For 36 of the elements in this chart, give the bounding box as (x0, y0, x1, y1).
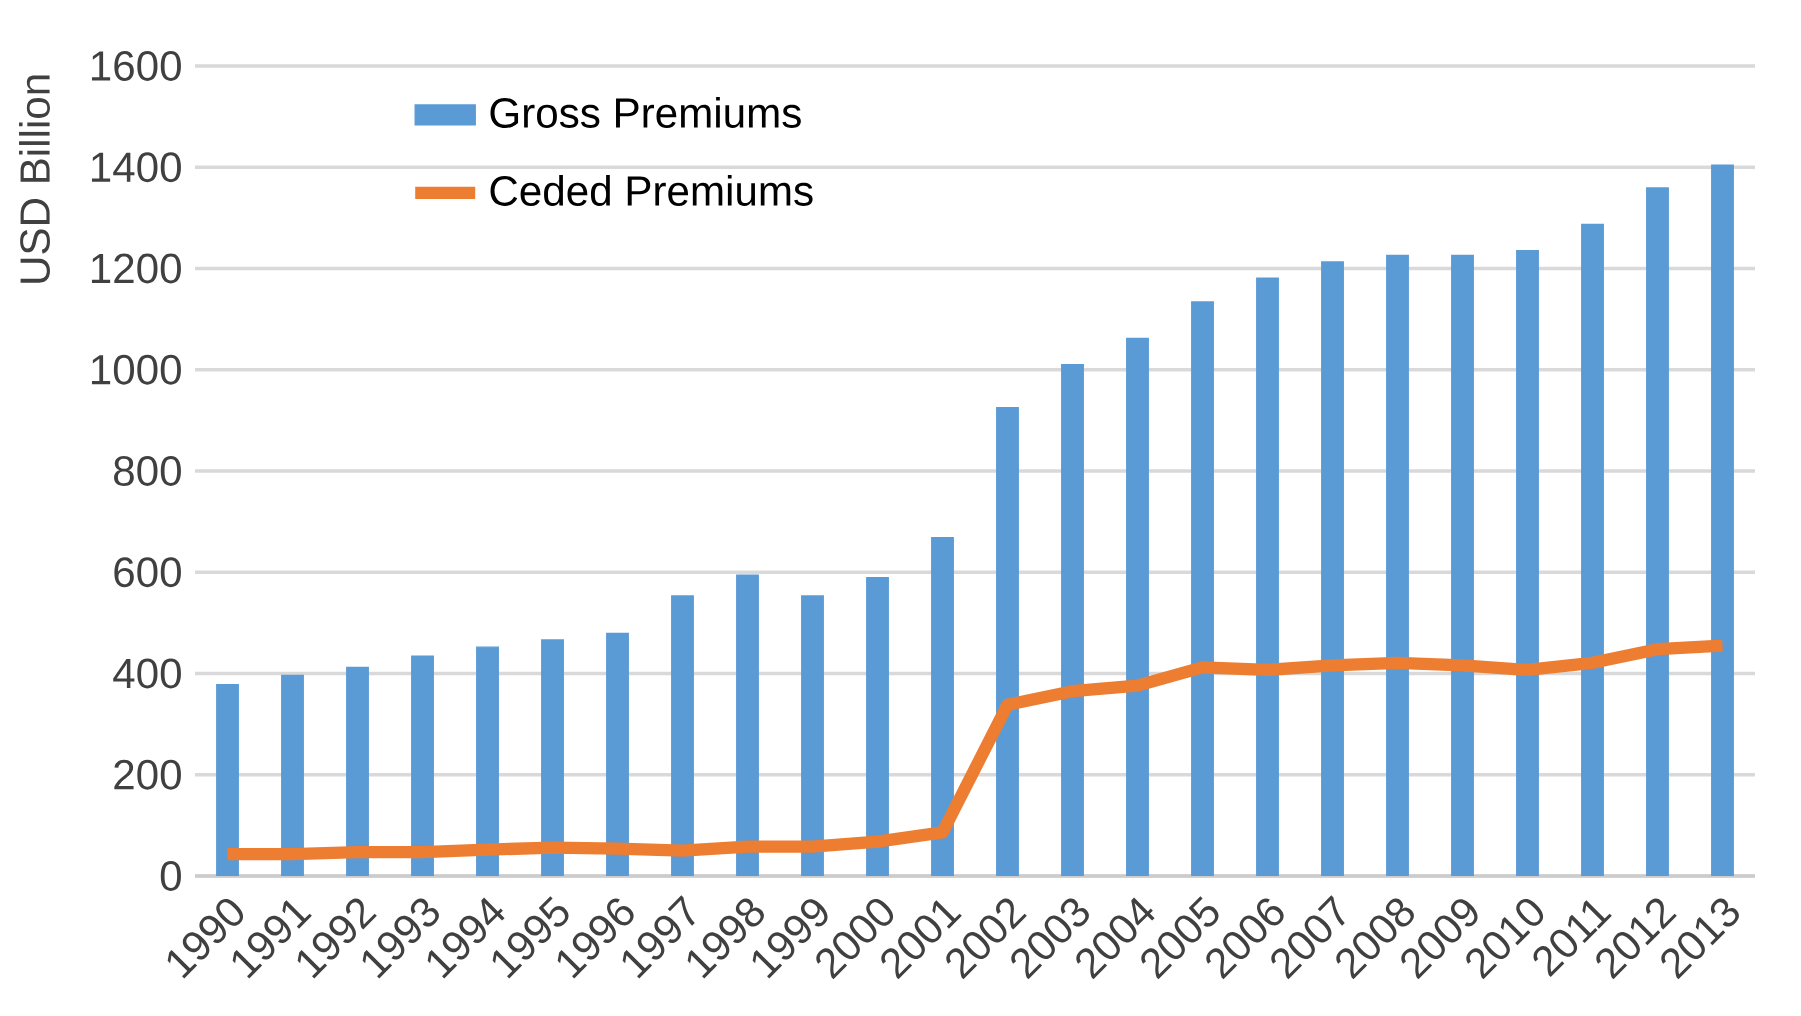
bar (1256, 277, 1279, 876)
bar (346, 666, 369, 876)
bar (1386, 254, 1409, 876)
bar (1516, 250, 1539, 876)
bar (996, 407, 1019, 876)
y-tick-label: 800 (114, 456, 181, 486)
bar (216, 683, 239, 876)
legend-label: Ceded Premiums (490, 174, 813, 206)
y-tick-label: 1600 (91, 51, 181, 81)
y-tick-label: 0 (160, 861, 181, 891)
y-tick-label: 600 (114, 557, 181, 588)
y-tick-label: 1400 (91, 152, 181, 183)
bar (411, 655, 434, 876)
bar (801, 595, 824, 876)
bar (606, 632, 629, 876)
bar (866, 577, 889, 876)
bar (736, 574, 759, 876)
bar (1321, 261, 1344, 876)
y-tick-label: 200 (114, 759, 181, 790)
bar (541, 639, 564, 876)
bar (1646, 187, 1669, 876)
bar (476, 646, 499, 876)
y-tick-label: 1200 (91, 253, 181, 284)
bar (1191, 301, 1214, 876)
y-axis-title: USD Billion (19, 75, 50, 283)
bar (281, 674, 304, 876)
bar (1711, 164, 1734, 876)
legend-label: Gross Premiums (490, 96, 801, 128)
y-tick-label: 1000 (91, 354, 181, 385)
bar (1451, 254, 1474, 876)
bar (931, 537, 954, 876)
bar (1061, 363, 1084, 876)
y-tick-label: 400 (113, 658, 181, 689)
bar (671, 595, 694, 876)
bar (1581, 223, 1604, 876)
bar (1126, 337, 1149, 876)
